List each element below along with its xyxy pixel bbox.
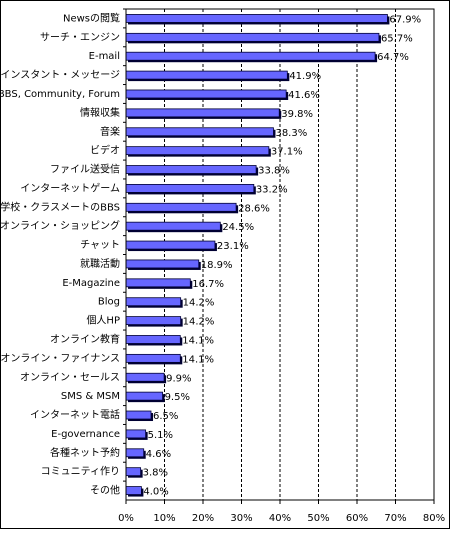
y-tick-label: インターネット電話	[30, 408, 120, 421]
bar	[125, 165, 257, 174]
bar	[125, 335, 181, 344]
bar	[125, 146, 270, 156]
value-label: 23.1%	[217, 241, 249, 252]
y-tick-label: ファイル送受信	[50, 163, 120, 176]
bar	[125, 429, 147, 439]
bar	[125, 127, 274, 137]
value-label: 3.8%	[143, 468, 168, 479]
value-label: 5.1%	[148, 430, 173, 441]
y-tick-label: ビデオ	[90, 144, 120, 157]
value-label: 37.1%	[271, 147, 303, 158]
x-tick-label: 70%	[384, 513, 406, 524]
value-label: 38.3%	[275, 128, 307, 139]
bar	[125, 14, 388, 23]
value-label: 64.7%	[377, 52, 409, 63]
bar	[125, 259, 200, 269]
bar	[125, 391, 163, 401]
y-tick-label: E-Magazine	[62, 278, 120, 289]
x-tick-label: 60%	[346, 513, 368, 524]
y-tick-label: その他	[90, 484, 120, 497]
value-label: 14.2%	[183, 298, 215, 309]
y-tick-label: 個人HP	[86, 314, 120, 327]
y-tick-label: E-mail	[89, 51, 120, 62]
y-tick-label: BBS, Community, Forum	[0, 89, 120, 100]
bar	[125, 89, 287, 99]
bar	[125, 372, 165, 382]
y-tick-label: 音楽	[100, 125, 120, 138]
bar	[125, 108, 280, 118]
bar	[125, 486, 142, 495]
value-label: 9.9%	[166, 373, 191, 384]
bar	[125, 297, 182, 307]
x-tick-label: 40%	[269, 513, 291, 524]
y-tick-label: 学校・クラスメートのBBS	[0, 200, 120, 213]
bar	[125, 467, 142, 477]
value-label: 65.7%	[381, 33, 413, 44]
y-tick-label: オンライン・ショッピング	[0, 219, 120, 232]
y-tick-label: チャット	[80, 239, 120, 251]
y-tick-label: 情報収集	[80, 106, 120, 119]
value-label: 39.8%	[281, 109, 313, 120]
bar	[125, 353, 181, 363]
bar	[125, 202, 237, 212]
y-tick-label: E-governance	[51, 429, 120, 440]
y-tick-label: SMS & MSM	[61, 391, 120, 402]
y-tick-label: オンライン教育	[50, 332, 120, 345]
value-label: 33.2%	[256, 184, 288, 195]
x-tick-label: 10%	[153, 513, 175, 524]
y-tick-label: インターネットゲーム	[20, 182, 120, 194]
value-label: 4.6%	[146, 449, 171, 460]
value-label: 33.8%	[258, 166, 290, 177]
value-label: 16.7%	[192, 279, 224, 290]
y-tick-label: 就職活動	[80, 257, 120, 270]
bar	[125, 184, 255, 193]
y-tick-label: Newsの閲覧	[63, 12, 120, 24]
y-tick-label: サーチ・エンジン	[40, 31, 120, 43]
bar	[125, 32, 380, 42]
x-tick-label: 80%	[423, 513, 445, 524]
y-tick-label: 各種ネット予約	[50, 446, 120, 459]
y-tick-label: Blog	[98, 297, 120, 308]
y-tick-label: インスタント・メッセージ	[0, 69, 120, 81]
value-label: 4.0%	[143, 487, 168, 498]
value-label: 67.9%	[389, 14, 421, 25]
bar	[125, 70, 288, 80]
value-label: 6.5%	[153, 411, 178, 422]
y-tick-label: オンライン・セールス	[20, 371, 120, 383]
value-label: 14.1%	[182, 335, 214, 346]
value-label: 14.1%	[182, 354, 214, 365]
bar	[125, 240, 216, 250]
value-label: 24.5%	[222, 222, 254, 233]
bar	[125, 448, 145, 458]
x-tick-label: 50%	[307, 513, 329, 524]
value-label: 9.5%	[165, 392, 190, 403]
value-label: 14.2%	[183, 317, 215, 328]
bar	[125, 51, 376, 61]
y-tick-label: コミュニティ作り	[41, 466, 120, 478]
value-label: 18.9%	[201, 260, 233, 271]
bar	[125, 278, 191, 288]
value-label: 41.6%	[288, 90, 320, 101]
value-label: 28.6%	[238, 203, 270, 214]
value-label: 41.9%	[289, 71, 321, 82]
x-tick-label: 0%	[118, 513, 134, 524]
x-tick-label: 20%	[192, 513, 214, 524]
y-tick-label: オンライン・ファイナンス	[0, 352, 120, 364]
bar	[125, 221, 221, 231]
x-tick-label: 30%	[230, 513, 252, 524]
bar	[125, 316, 182, 325]
bar	[125, 410, 152, 420]
